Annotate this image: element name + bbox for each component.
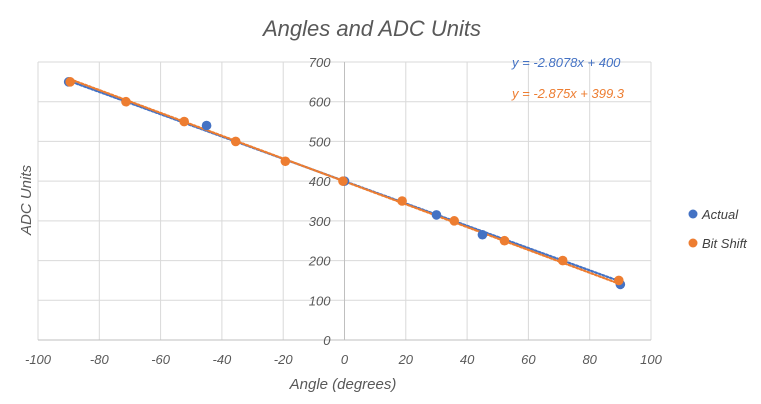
data-point-bit-shift	[121, 96, 131, 107]
data-point-bit-shift	[557, 255, 568, 266]
y-tick-label: 200	[308, 254, 331, 269]
y-tick-label: 100	[309, 293, 331, 308]
x-tick-label: -80	[90, 352, 110, 367]
axes	[38, 62, 651, 341]
x-axis-title: Angle (degrees)	[289, 376, 397, 393]
legend-marker-bit-shift	[688, 238, 698, 248]
data-point-bit-shift	[338, 176, 348, 186]
trendline-equation-actual: y = -2.8078x + 400	[511, 55, 621, 70]
tick-labels: -100 -80 -60 -40 -20 0 20 40 60 80 100 0 100 200 300 40…	[25, 55, 663, 367]
data-point-bit-shift	[65, 77, 75, 87]
y-tick-label: 0	[323, 333, 331, 348]
chart-title: Angles and ADC Units	[261, 16, 481, 41]
y-axis-title: ADC Units	[18, 164, 35, 236]
legend-label-actual: Actual	[701, 207, 739, 222]
x-tick-label: 80	[582, 352, 597, 367]
data-point-bit-shift	[449, 216, 460, 226]
x-tick-label: 0	[341, 352, 349, 367]
legend-label-bit-shift: Bit Shift	[702, 236, 748, 251]
data-point-actual	[431, 210, 442, 220]
x-tick-label: -40	[213, 352, 233, 367]
y-tick-label: 300	[309, 214, 331, 229]
legend-marker-actual	[688, 209, 698, 219]
data-point-bit-shift	[397, 196, 407, 206]
y-tick-label: 400	[309, 174, 331, 189]
data-point-bit-shift	[280, 156, 291, 167]
x-tick-label: 100	[640, 352, 662, 367]
trendline-equation-bit-shift: y = -2.875x + 399.3	[511, 86, 625, 101]
x-tick-label: 40	[460, 352, 475, 367]
x-tick-label: -20	[274, 352, 294, 367]
y-tick-label: 600	[309, 95, 331, 110]
x-tick-label: -60	[151, 352, 171, 367]
legend: Actual Bit Shift	[688, 207, 748, 251]
data-point-bit-shift	[499, 235, 510, 246]
data-point-actual	[201, 120, 212, 131]
data-points	[63, 77, 626, 290]
data-point-bit-shift	[230, 136, 241, 147]
x-tick-label: 20	[398, 352, 414, 367]
y-tick-label: 500	[309, 134, 331, 149]
data-point-bit-shift	[179, 116, 190, 127]
y-tick-label: 700	[309, 55, 331, 70]
x-tick-label: 60	[521, 352, 536, 367]
x-tick-label: -100	[25, 352, 52, 367]
data-point-bit-shift	[614, 275, 624, 286]
data-point-actual	[477, 229, 488, 240]
